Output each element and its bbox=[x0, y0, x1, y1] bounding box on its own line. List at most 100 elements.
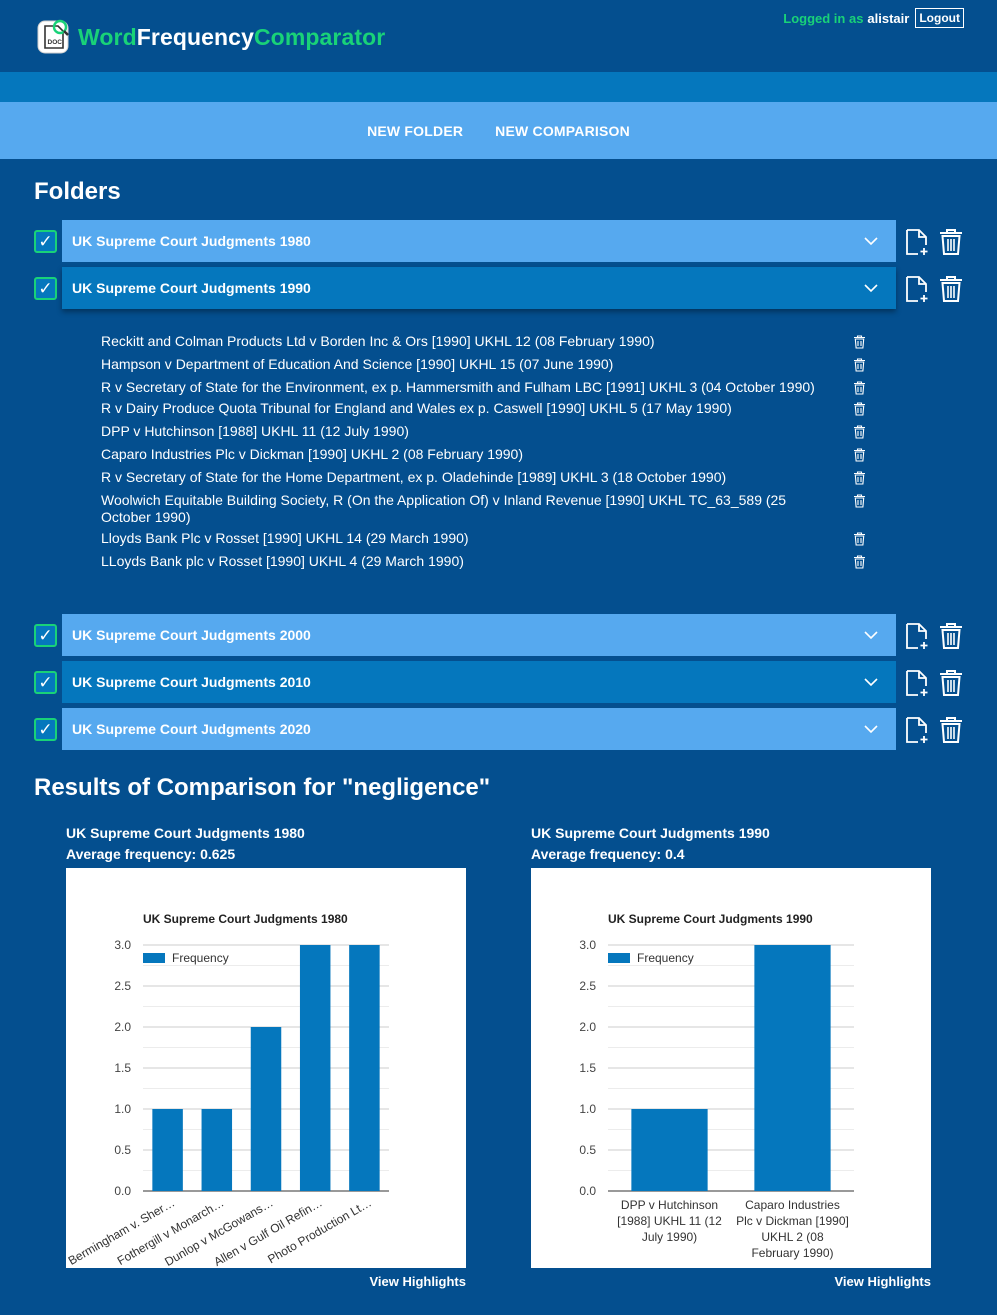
bar bbox=[299, 945, 331, 1191]
folder-header[interactable]: UK Supreme Court Judgments 1990 bbox=[62, 267, 896, 309]
y-tick-label: 1.5 bbox=[114, 1061, 131, 1075]
check-icon: ✓ bbox=[38, 626, 53, 645]
new-folder-button[interactable]: NEW FOLDER bbox=[367, 122, 464, 139]
legend-swatch bbox=[143, 953, 165, 963]
bar bbox=[201, 1109, 233, 1191]
trash-icon[interactable] bbox=[853, 471, 866, 485]
trash-icon[interactable] bbox=[853, 425, 866, 439]
y-tick-label: 0.0 bbox=[579, 1184, 596, 1198]
folder-name: UK Supreme Court Judgments 2010 bbox=[72, 674, 311, 690]
document-title[interactable]: R v Dairy Produce Quota Tribunal for Eng… bbox=[101, 400, 732, 416]
y-tick-label: 2.0 bbox=[579, 1020, 596, 1034]
logo-comparator: Comparator bbox=[253, 24, 386, 50]
folder-name: UK Supreme Court Judgments 1980 bbox=[72, 233, 311, 249]
folder-row: ✓ UK Supreme Court Judgments 2000 bbox=[34, 614, 964, 656]
chevron-down-icon[interactable] bbox=[864, 281, 878, 295]
document-item: Hampson v Department of Education And Sc… bbox=[101, 356, 871, 373]
check-icon: ✓ bbox=[38, 279, 53, 298]
x-tick-label: Plc v Dickman [1990] bbox=[736, 1214, 849, 1228]
check-icon: ✓ bbox=[38, 720, 53, 739]
folder-row: ✓ UK Supreme Court Judgments 2010 bbox=[34, 661, 964, 703]
document-title[interactable]: Lloyds Bank Plc v Rosset [1990] UKHL 14 … bbox=[101, 530, 469, 546]
trash-icon[interactable] bbox=[853, 448, 866, 462]
document-item: Caparo Industries Plc v Dickman [1990] U… bbox=[101, 446, 871, 463]
bar bbox=[349, 945, 380, 1191]
document-title[interactable]: Woolwich Equitable Building Society, R (… bbox=[101, 492, 787, 525]
document-title[interactable]: R v Secretary of State for the Home Depa… bbox=[101, 469, 727, 485]
folder-row: ✓ UK Supreme Court Judgments 1980 bbox=[34, 220, 964, 262]
chevron-down-icon[interactable] bbox=[864, 234, 878, 248]
document-item: Lloyds Bank Plc v Rosset [1990] UKHL 14 … bbox=[101, 530, 871, 547]
chevron-down-icon[interactable] bbox=[864, 628, 878, 642]
trash-icon[interactable] bbox=[938, 622, 964, 650]
y-tick-label: 2.0 bbox=[114, 1020, 131, 1034]
legend-label: Frequency bbox=[637, 951, 694, 965]
new-comparison-button[interactable]: NEW COMPARISON bbox=[495, 122, 630, 139]
add-document-icon[interactable] bbox=[904, 622, 930, 650]
view-highlights-link[interactable]: View Highlights bbox=[834, 1274, 931, 1289]
folder-header[interactable]: UK Supreme Court Judgments 2000 bbox=[62, 614, 896, 656]
trash-icon[interactable] bbox=[853, 532, 866, 546]
folder-header[interactable]: UK Supreme Court Judgments 1980 bbox=[62, 220, 896, 262]
view-highlights-link[interactable]: View Highlights bbox=[369, 1274, 466, 1289]
folder-name: UK Supreme Court Judgments 2000 bbox=[72, 627, 311, 643]
frequency-bar-chart: UK Supreme Court Judgments 1980 0.0 0.5 1.0… bbox=[66, 912, 389, 1269]
add-document-icon[interactable] bbox=[904, 669, 930, 697]
legend-label: Frequency bbox=[172, 951, 229, 965]
chevron-down-icon[interactable] bbox=[864, 722, 878, 736]
bar bbox=[754, 945, 831, 1191]
chevron-down-icon[interactable] bbox=[864, 675, 878, 689]
folder-checkbox[interactable]: ✓ bbox=[34, 718, 57, 741]
trash-icon[interactable] bbox=[938, 669, 964, 697]
y-tick-label: 1.5 bbox=[579, 1061, 596, 1075]
document-title[interactable]: R v Secretary of State for the Environme… bbox=[101, 379, 815, 395]
top-bar: DOC WordFrequencyComparator Logged in as… bbox=[0, 0, 997, 72]
trash-icon[interactable] bbox=[853, 335, 866, 349]
document-item: LLoyds Bank plc v Rosset [1990] UKHL 4 (… bbox=[101, 553, 871, 570]
folder-checkbox[interactable]: ✓ bbox=[34, 277, 57, 300]
chart-container: UK Supreme Court Judgments 1980 0.0 0.5 1.0… bbox=[66, 868, 466, 1269]
y-tick-label: 0.5 bbox=[114, 1143, 131, 1157]
bar bbox=[152, 1109, 183, 1191]
trash-icon[interactable] bbox=[853, 381, 866, 395]
folder-checkbox[interactable]: ✓ bbox=[34, 230, 57, 253]
svg-text:DOC: DOC bbox=[48, 39, 63, 46]
nav-bar: NEW FOLDER NEW COMPARISON bbox=[0, 102, 997, 159]
folder-header[interactable]: UK Supreme Court Judgments 2010 bbox=[62, 661, 896, 703]
frequency-bar-chart: UK Supreme Court Judgments 1990 0.0 0.5 1.0… bbox=[579, 912, 854, 1260]
add-document-icon[interactable] bbox=[904, 228, 930, 256]
document-title[interactable]: Caparo Industries Plc v Dickman [1990] U… bbox=[101, 446, 524, 462]
trash-icon[interactable] bbox=[853, 402, 866, 416]
document-title[interactable]: DPP v Hutchinson [1988] UKHL 11 (12 July… bbox=[101, 423, 409, 439]
document-item: R v Secretary of State for the Environme… bbox=[101, 379, 871, 396]
document-title[interactable]: Reckitt and Colman Products Ltd v Borden… bbox=[101, 333, 655, 349]
y-tick-label: 1.0 bbox=[114, 1102, 131, 1116]
trash-icon[interactable] bbox=[938, 716, 964, 744]
x-tick-label: DPP v Hutchinson bbox=[621, 1198, 718, 1212]
trash-icon[interactable] bbox=[938, 228, 964, 256]
doc-magnifier-icon[interactable]: DOC bbox=[36, 17, 72, 55]
header-divider-strip bbox=[0, 72, 997, 102]
folder-checkbox[interactable]: ✓ bbox=[34, 624, 57, 647]
document-title[interactable]: Hampson v Department of Education And Sc… bbox=[101, 356, 614, 372]
trash-icon[interactable] bbox=[853, 555, 866, 569]
chart-title: UK Supreme Court Judgments 1980 bbox=[143, 912, 348, 926]
add-document-icon[interactable] bbox=[904, 275, 930, 303]
trash-icon[interactable] bbox=[853, 358, 866, 372]
login-status: Logged in as alistair Logout bbox=[783, 8, 964, 28]
result-panel: UK Supreme Court Judgments 1980 Average … bbox=[66, 824, 466, 1289]
average-frequency: Average frequency: 0.4 bbox=[531, 846, 685, 862]
check-icon: ✓ bbox=[38, 673, 53, 692]
y-tick-label: 0.5 bbox=[579, 1143, 596, 1157]
logo-word: Word bbox=[78, 24, 137, 50]
app-logo-text[interactable]: WordFrequencyComparator bbox=[78, 24, 385, 51]
folder-checkbox[interactable]: ✓ bbox=[34, 671, 57, 694]
folder-header[interactable]: UK Supreme Court Judgments 2020 bbox=[62, 708, 896, 750]
add-document-icon[interactable] bbox=[904, 716, 930, 744]
trash-icon[interactable] bbox=[938, 275, 964, 303]
document-title[interactable]: LLoyds Bank plc v Rosset [1990] UKHL 4 (… bbox=[101, 553, 464, 569]
result-folder-title: UK Supreme Court Judgments 1990 bbox=[531, 825, 770, 841]
bar bbox=[250, 1027, 282, 1191]
logout-button[interactable]: Logout bbox=[915, 8, 964, 28]
trash-icon[interactable] bbox=[853, 494, 866, 508]
